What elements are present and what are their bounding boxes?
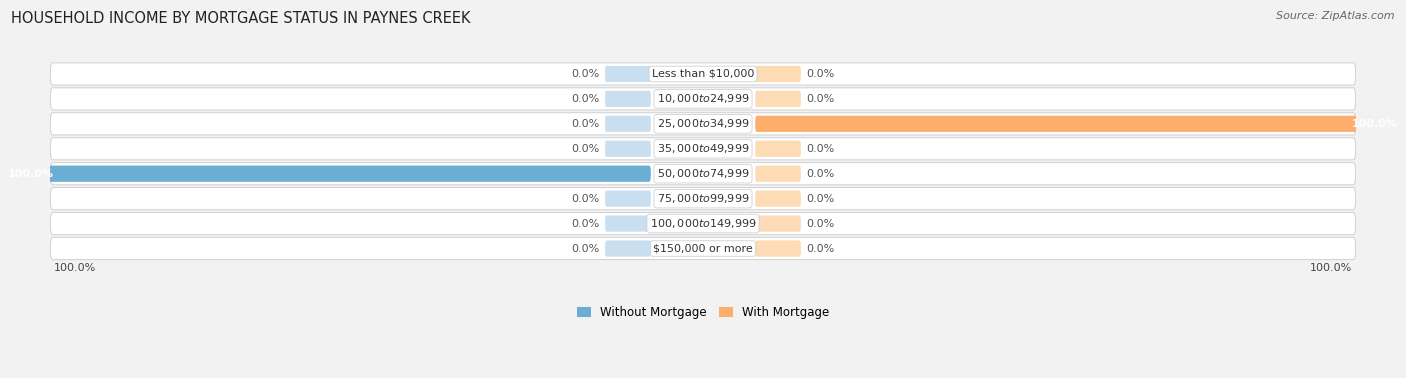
Text: 0.0%: 0.0% — [806, 144, 834, 154]
FancyBboxPatch shape — [51, 138, 1355, 160]
Text: 0.0%: 0.0% — [806, 169, 834, 179]
Text: 0.0%: 0.0% — [806, 243, 834, 254]
Text: 0.0%: 0.0% — [572, 119, 600, 129]
Text: 0.0%: 0.0% — [806, 94, 834, 104]
Text: $10,000 to $24,999: $10,000 to $24,999 — [657, 92, 749, 105]
FancyBboxPatch shape — [755, 66, 801, 82]
Text: 0.0%: 0.0% — [572, 69, 600, 79]
Text: $25,000 to $34,999: $25,000 to $34,999 — [657, 117, 749, 130]
FancyBboxPatch shape — [0, 166, 651, 182]
FancyBboxPatch shape — [51, 88, 1355, 110]
Text: 0.0%: 0.0% — [572, 144, 600, 154]
FancyBboxPatch shape — [605, 91, 651, 107]
Text: 0.0%: 0.0% — [572, 243, 600, 254]
FancyBboxPatch shape — [755, 215, 801, 232]
FancyBboxPatch shape — [755, 240, 801, 257]
FancyBboxPatch shape — [605, 66, 651, 82]
Text: HOUSEHOLD INCOME BY MORTGAGE STATUS IN PAYNES CREEK: HOUSEHOLD INCOME BY MORTGAGE STATUS IN P… — [11, 11, 471, 26]
FancyBboxPatch shape — [755, 91, 801, 107]
FancyBboxPatch shape — [51, 187, 1355, 210]
Text: 0.0%: 0.0% — [806, 218, 834, 229]
FancyBboxPatch shape — [51, 63, 1355, 85]
Text: $100,000 to $149,999: $100,000 to $149,999 — [650, 217, 756, 230]
FancyBboxPatch shape — [755, 116, 1406, 132]
FancyBboxPatch shape — [51, 237, 1355, 260]
Legend: Without Mortgage, With Mortgage: Without Mortgage, With Mortgage — [572, 301, 834, 324]
FancyBboxPatch shape — [755, 141, 801, 157]
Text: Less than $10,000: Less than $10,000 — [652, 69, 754, 79]
FancyBboxPatch shape — [755, 166, 801, 182]
Text: 0.0%: 0.0% — [572, 218, 600, 229]
FancyBboxPatch shape — [755, 191, 801, 207]
FancyBboxPatch shape — [605, 215, 651, 232]
FancyBboxPatch shape — [51, 113, 1355, 135]
Text: Source: ZipAtlas.com: Source: ZipAtlas.com — [1277, 11, 1395, 21]
FancyBboxPatch shape — [51, 163, 1355, 185]
Text: 100.0%: 100.0% — [1310, 263, 1353, 273]
Text: 100.0%: 100.0% — [1353, 119, 1398, 129]
Text: 0.0%: 0.0% — [572, 94, 600, 104]
Text: $150,000 or more: $150,000 or more — [654, 243, 752, 254]
Text: $50,000 to $74,999: $50,000 to $74,999 — [657, 167, 749, 180]
FancyBboxPatch shape — [605, 116, 651, 132]
Text: 100.0%: 100.0% — [53, 263, 96, 273]
FancyBboxPatch shape — [605, 191, 651, 207]
Text: $35,000 to $49,999: $35,000 to $49,999 — [657, 142, 749, 155]
Text: 0.0%: 0.0% — [572, 194, 600, 204]
FancyBboxPatch shape — [51, 212, 1355, 235]
Text: $75,000 to $99,999: $75,000 to $99,999 — [657, 192, 749, 205]
FancyBboxPatch shape — [605, 141, 651, 157]
Text: 0.0%: 0.0% — [806, 69, 834, 79]
FancyBboxPatch shape — [605, 240, 651, 257]
Text: 100.0%: 100.0% — [8, 169, 53, 179]
Text: 0.0%: 0.0% — [806, 194, 834, 204]
